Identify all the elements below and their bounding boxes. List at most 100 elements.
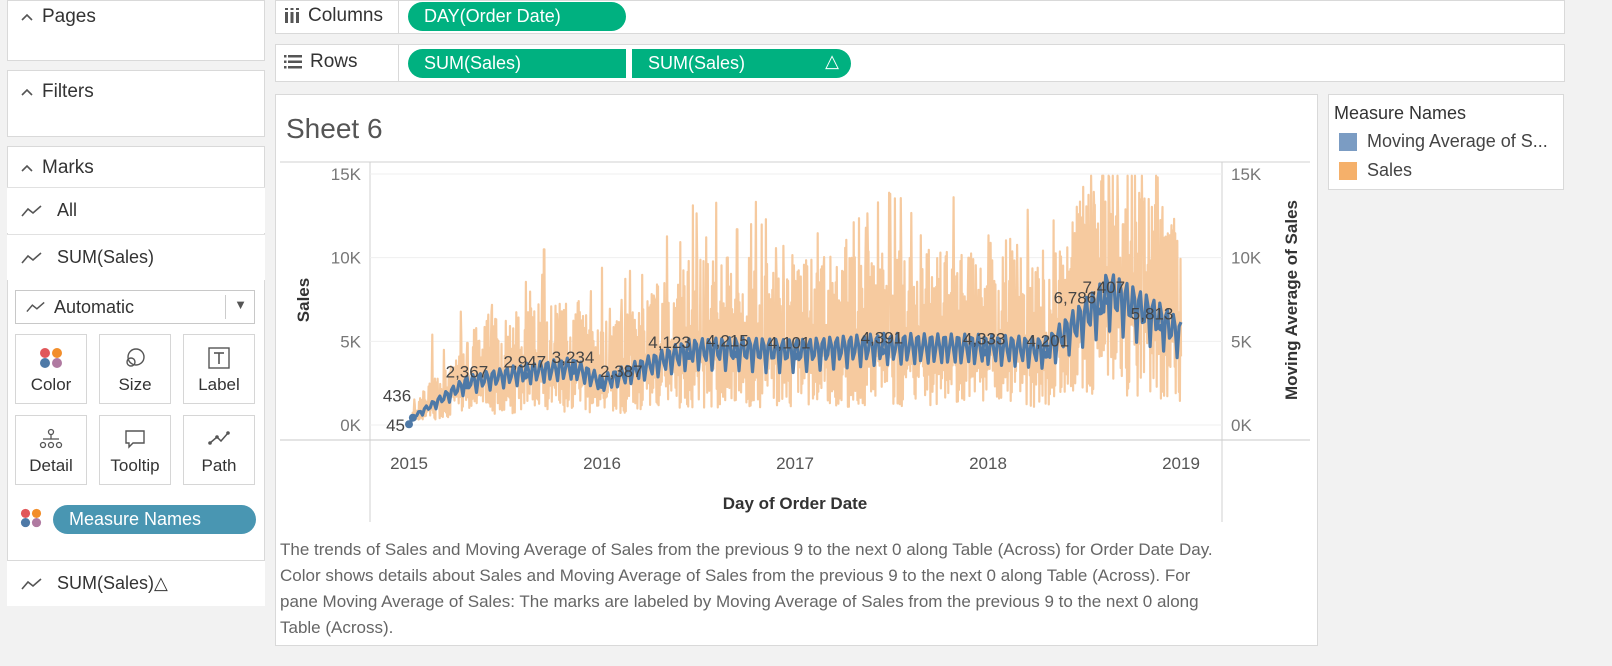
mark-type-value: Automatic: [54, 296, 135, 317]
mark-type-dropdown[interactable]: Automatic ▼: [15, 290, 255, 324]
data-label: 4,123: [648, 333, 691, 352]
sheet-caption: The trends of Sales and Moving Average o…: [280, 540, 1213, 637]
line-chart-icon: [21, 204, 42, 217]
shelf-divider: [398, 45, 399, 81]
legend-swatch: [1339, 132, 1357, 151]
size-icon: [126, 348, 145, 367]
moving-average-point: [1103, 297, 1112, 306]
pages-header[interactable]: Pages: [20, 6, 96, 28]
legend-item-moving-average[interactable]: Moving Average of S...: [1339, 131, 1548, 152]
path-icon: [208, 431, 230, 445]
data-label: 4,101: [768, 333, 811, 352]
moving-average-point: [405, 420, 413, 429]
moving-average-point: [1041, 350, 1050, 359]
line-chart-icon: [26, 301, 45, 313]
chevron-up-icon[interactable]: [20, 9, 34, 26]
data-label: 3,234: [552, 348, 595, 367]
data-label: 2,367: [446, 362, 489, 381]
filters-header[interactable]: Filters: [20, 81, 94, 103]
size-button-label: Size: [118, 375, 152, 394]
marks-tab-label: All: [57, 200, 78, 220]
rows-pill-sales-delta[interactable]: SUM(Sales) △: [632, 49, 851, 78]
y-tick-label: 10K: [331, 249, 362, 268]
data-label: 4,201: [1027, 332, 1070, 351]
marks-tab-label: SUM(Sales)△: [57, 573, 168, 593]
y-tick-label-right: 0K: [1231, 416, 1252, 435]
rows-label: Rows: [310, 51, 358, 72]
dropdown-separator: [225, 295, 226, 319]
data-label: 2,947: [504, 353, 547, 372]
data-label: 5,813: [1131, 305, 1174, 324]
marks-tab-label: SUM(Sales): [57, 247, 155, 267]
x-tick-label: 2016: [583, 454, 621, 473]
rows-shelf-header: Rows: [284, 51, 358, 73]
moving-average-point: [1157, 323, 1166, 332]
tooltip-button[interactable]: Tooltip: [99, 415, 171, 485]
y-tick-label-right: 10K: [1231, 249, 1262, 268]
legend-item-label: Sales: [1367, 160, 1413, 180]
chevron-down-icon[interactable]: ▼: [234, 297, 247, 312]
tooltip-icon: [125, 430, 145, 449]
marks-header[interactable]: Marks: [20, 157, 94, 179]
columns-label: Columns: [308, 5, 383, 26]
color-button[interactable]: Color: [15, 334, 87, 404]
moving-average-line: [407, 273, 1183, 426]
rows-pill-label: SUM(Sales): [424, 53, 522, 73]
line-chart-icon: [21, 251, 42, 264]
rows-pill-sales[interactable]: SUM(Sales): [408, 49, 626, 78]
x-tick-label: 2017: [776, 454, 814, 473]
legend-item-label: Moving Average of S...: [1367, 131, 1548, 151]
marks-label: Marks: [42, 157, 94, 178]
moving-average-point: [980, 348, 989, 357]
data-label: 45: [386, 416, 405, 435]
y-axis-title-right: Moving Average of Sales: [1282, 200, 1301, 400]
moving-average-point: [791, 352, 799, 361]
columns-shelf: Columns DAY(Order Date): [275, 0, 1565, 34]
x-axis-title: Day of Order Date: [723, 494, 868, 513]
data-label: 4,215: [706, 331, 749, 350]
delta-icon: △: [825, 51, 839, 71]
marks-tab-sum-sales[interactable]: SUM(Sales): [7, 234, 265, 280]
legend-title: Measure Names: [1334, 103, 1467, 123]
data-label: 436: [383, 387, 411, 406]
detail-icon: [39, 428, 63, 449]
path-button[interactable]: Path: [183, 415, 255, 485]
shelf-divider: [398, 1, 399, 33]
chevron-up-icon[interactable]: [20, 84, 34, 101]
moving-average-point: [569, 366, 578, 375]
columns-shelf-header: Columns: [284, 5, 383, 27]
moving-average-point: [520, 371, 529, 380]
moving-average-point: [684, 352, 693, 361]
size-button[interactable]: Size: [99, 334, 171, 404]
columns-pill-label: DAY(Order Date): [424, 6, 561, 26]
marks-tab-all[interactable]: All: [7, 187, 265, 233]
moving-average-point: [877, 347, 886, 356]
moving-average-point: [733, 350, 742, 359]
rows-icon: [284, 55, 302, 69]
y-tick-label: 5K: [340, 332, 361, 351]
pages-card: Pages: [7, 0, 265, 61]
columns-pill[interactable]: DAY(Order Date): [408, 2, 626, 31]
marks-tab-sum-sales-delta[interactable]: SUM(Sales)△: [7, 560, 265, 606]
measure-names-pill[interactable]: Measure Names: [53, 505, 256, 534]
x-tick-label: 2015: [390, 454, 428, 473]
x-tick-label: 2019: [1162, 454, 1200, 473]
legend-swatch: [1339, 161, 1357, 180]
chevron-up-icon[interactable]: [20, 160, 34, 177]
legend-item-sales[interactable]: Sales: [1339, 160, 1412, 181]
moving-average-point: [462, 381, 471, 390]
moving-average-point: [1095, 307, 1104, 316]
pages-label: Pages: [42, 6, 96, 27]
filters-card: Filters: [7, 70, 265, 137]
y-tick-label: 0K: [340, 416, 361, 435]
color-dots-icon: [20, 508, 42, 528]
y-tick-label-right: 15K: [1231, 165, 1262, 184]
y-axis-title: Sales: [294, 278, 313, 322]
detail-button[interactable]: Detail: [15, 415, 87, 485]
label-button[interactable]: Label: [183, 334, 255, 404]
moving-average-point: [408, 413, 417, 422]
y-tick-label-right: 5K: [1231, 332, 1252, 351]
path-button-label: Path: [201, 456, 237, 475]
data-label: 4,333: [963, 329, 1006, 348]
